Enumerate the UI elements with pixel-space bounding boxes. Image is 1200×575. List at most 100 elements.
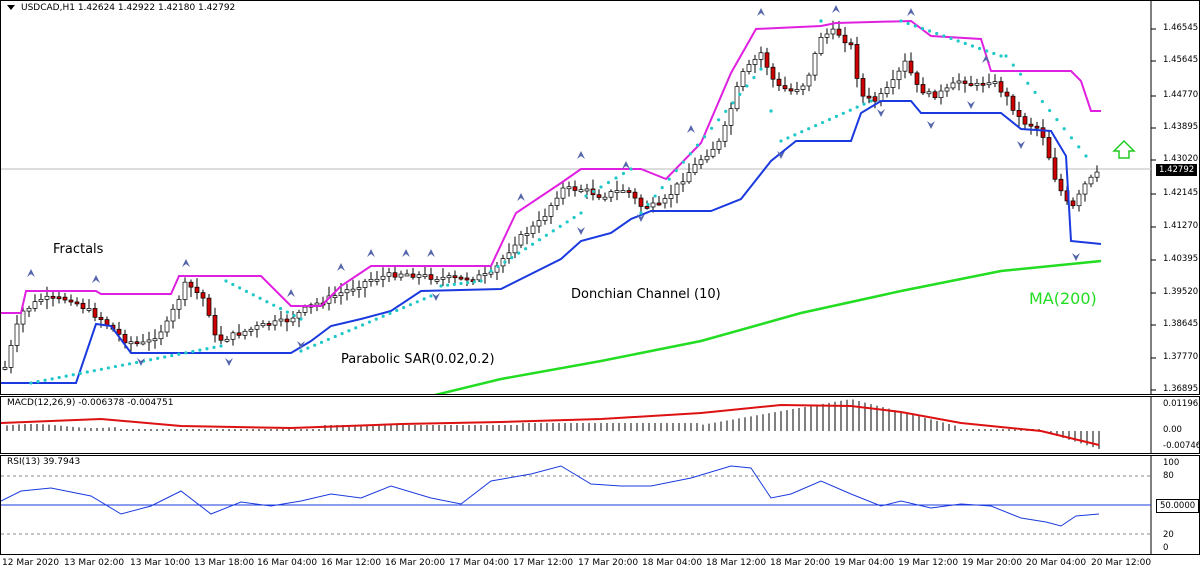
sar-dot [333,334,337,339]
candle-body [50,295,56,299]
candle-body [674,183,680,195]
sar-dot [653,194,657,198]
candle-body [1076,193,1082,207]
candle-body [998,81,1004,93]
candle-body [788,88,794,92]
sar-dot [530,242,535,246]
sar-dot [64,374,68,378]
current-price-tag: 1.42792 [1156,164,1198,176]
candle-body [1034,125,1040,129]
sar-dot [313,343,317,347]
price-chart-panel[interactable]: USDCAD,H1 1.42624 1.42922 1.42180 1.4279… [0,0,1200,395]
time-label: 19 Mar 20:00 [962,558,1023,568]
sar-dot [731,101,735,105]
candle-body [188,281,194,288]
sar-dot [57,375,61,380]
rsi-chart [1,456,1152,554]
sar-dot [231,282,235,287]
sar-dot [709,126,714,130]
candle-body [842,34,848,44]
candle-body [542,215,548,221]
fractal-up-icon [92,275,100,283]
candle-body [272,320,278,326]
sar-dot [1048,108,1052,113]
price-label: 1.36895 [1163,384,1199,394]
candle-body [968,83,974,86]
candle-body [950,82,956,89]
candle-body [362,281,368,288]
price-label: 1.43020 [1163,154,1199,164]
donchian-label: Donchian Channel (10) [571,287,721,302]
candle-body [350,288,356,292]
candle-body [386,272,392,277]
sar-dot [927,29,932,33]
candle-body [356,287,362,290]
sar-dot [841,111,845,115]
candle-body [434,279,440,282]
sar-dot [354,326,358,330]
sar-dot [184,351,188,355]
sar-dot [1026,81,1030,85]
fractal-up-icon [337,263,345,271]
sar-dot [807,127,811,131]
sar-dot [614,176,618,180]
sar-dot [163,355,167,359]
candle-body [32,301,38,309]
candle-body [182,281,188,300]
candle-body [614,190,620,193]
rsi-label-50: 50.0000 [1156,499,1199,513]
candle-body [518,234,524,246]
candle-body [116,328,122,335]
fractal-down-icon [225,358,233,366]
candle-body [932,91,938,99]
sar-dot [949,36,953,41]
candle-body [728,108,734,126]
sar-dot [688,152,693,156]
candle-body [476,274,482,281]
rsi-panel[interactable]: RSI(13) 39.7943 100 80 50.0000 20 0 [0,455,1200,555]
sar-dot [43,378,47,382]
fractal-up-icon [982,55,990,63]
candle-body [512,244,518,254]
candle-body [1040,127,1046,138]
sar-dot [1084,154,1088,158]
ma200-line [433,259,1102,394]
candle-body [638,197,644,207]
sar-dot [374,317,378,321]
candle-body [524,233,530,236]
sar-dot [278,307,283,311]
time-label: 18 Mar 04:00 [642,558,703,568]
candle-body [752,59,758,65]
sar-dot [265,300,269,304]
candle-body [260,323,266,327]
sar-dot [584,194,588,198]
sar-dot [510,256,514,260]
candle-body [698,159,704,165]
candle-body [644,206,650,209]
candle-body [992,81,998,84]
fractal-up-icon [517,193,525,201]
macd-panel[interactable]: MACD(12,26,9) -0.006378 -0.004751 0.0119… [0,396,1200,454]
fractal-up-icon [757,8,765,16]
candle-body [416,274,422,278]
candle-body [140,341,146,345]
sar-dot [422,297,426,301]
sar-dot [402,305,406,310]
candle-body [716,140,722,150]
candle-body [8,345,14,368]
sar-dot [50,377,54,381]
parabolic-sar [29,19,1088,385]
sar-dot [1011,63,1015,67]
candle-body [278,318,284,322]
candle-body [944,87,950,92]
sar-dot [1062,127,1066,131]
price-label: 1.37770 [1163,352,1199,362]
sar-dot [591,189,596,194]
sar-dot [347,329,351,333]
price-label: 1.42145 [1163,188,1199,198]
candle-body [668,194,674,199]
sar-dot [71,373,75,377]
candle-body [740,71,746,87]
sar-dot [738,92,742,97]
donchian-upper [1,19,1101,314]
